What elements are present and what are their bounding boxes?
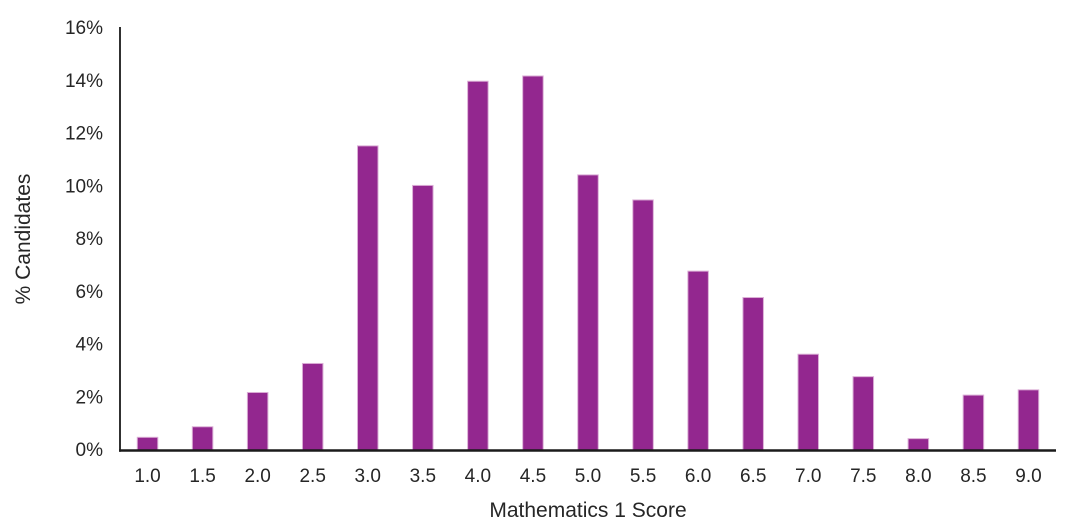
- y-axis-tick-labels: 0% 2% 4% 6% 8% 10% 12% 14% 16%: [65, 18, 103, 461]
- x-tick-label-1.0: 1.0: [134, 466, 160, 487]
- x-tick-label-6.5: 6.5: [740, 466, 766, 487]
- bars-group: [136, 75, 1040, 452]
- x-tick-label-2.0: 2.0: [244, 466, 270, 487]
- bar-6.5: [742, 297, 764, 451]
- x-tick-label-8.5: 8.5: [960, 466, 986, 487]
- y-tick-label-10%: 10%: [65, 176, 103, 197]
- bar-4.0: [467, 80, 489, 451]
- x-tick-label-4.5: 4.5: [520, 466, 546, 487]
- x-tick-label-5.0: 5.0: [575, 466, 601, 487]
- x-tick-label-4.0: 4.0: [465, 466, 491, 487]
- x-tick-label-7.5: 7.5: [850, 466, 876, 487]
- y-tick-label-14%: 14%: [65, 71, 103, 92]
- y-tick-label-4%: 4%: [76, 335, 104, 356]
- bar-4.5: [522, 75, 544, 451]
- y-tick-label-0%: 0%: [76, 440, 104, 461]
- x-tick-label-1.5: 1.5: [189, 466, 215, 487]
- bar-7.0: [797, 353, 819, 452]
- bar-7.5: [852, 376, 875, 451]
- bar-8.0: [907, 438, 930, 452]
- x-tick-label-3.0: 3.0: [355, 466, 381, 487]
- bar-5.0: [577, 174, 599, 451]
- bar-2.5: [301, 362, 324, 451]
- y-axis-title: % Candidates: [12, 174, 35, 305]
- x-tick-label-8.0: 8.0: [905, 466, 931, 487]
- x-tick-label-5.5: 5.5: [630, 466, 656, 487]
- x-tick-label-9.0: 9.0: [1015, 466, 1041, 487]
- y-tick-label-6%: 6%: [76, 282, 104, 303]
- y-tick-label-16%: 16%: [65, 18, 103, 39]
- bar-9.0: [1017, 389, 1040, 451]
- bar-5.5: [632, 199, 654, 451]
- x-tick-label-2.5: 2.5: [299, 466, 325, 487]
- bar-8.5: [962, 394, 985, 451]
- x-tick-label-7.0: 7.0: [795, 466, 821, 487]
- y-tick-label-8%: 8%: [76, 229, 104, 250]
- y-tick-label-2%: 2%: [76, 387, 104, 408]
- bar-2.0: [246, 391, 269, 452]
- x-axis-title: Mathematics 1 Score: [489, 499, 686, 522]
- bar-6.0: [687, 270, 709, 451]
- bar-1.0: [136, 436, 159, 451]
- x-tick-label-6.0: 6.0: [685, 466, 711, 487]
- bar-1.5: [191, 426, 214, 452]
- y-tick-label-12%: 12%: [65, 124, 103, 145]
- bar-3.0: [357, 145, 379, 451]
- x-axis-tick-labels: 1.0 1.5 2.0 2.5 3.0 3.5 4.0 4.5 5.0 5.5 6.0 6.5 7.0 7…: [134, 466, 1041, 487]
- x-tick-label-3.5: 3.5: [410, 466, 436, 487]
- bar-3.5: [412, 184, 434, 451]
